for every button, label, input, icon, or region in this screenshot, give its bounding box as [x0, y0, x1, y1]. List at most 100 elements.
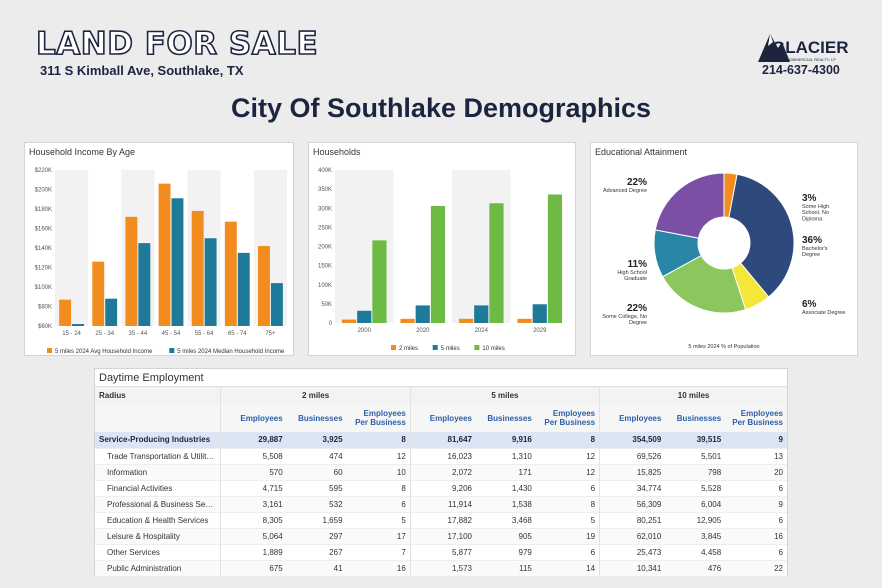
cell-value: 267	[286, 543, 347, 560]
cell-value: 675	[220, 559, 287, 576]
table-row: Education & Health Services 8,305 1,659 5 17…	[95, 511, 787, 528]
pie-category-label: Degree	[629, 320, 647, 326]
income-bar	[204, 238, 217, 326]
cell-value: 17,100	[409, 527, 476, 544]
income-bar	[158, 183, 171, 326]
households-chart: 0 50K 100K 150K 200K 250K 300K 350K 400K 2000 2020…	[318, 168, 563, 352]
cell-value: 3,845	[665, 527, 726, 544]
cell-value: 1,659	[286, 511, 347, 528]
y-tick-label: 150K	[318, 264, 332, 270]
cell-value: 570	[220, 463, 287, 480]
y-tick-label: $80K	[38, 305, 52, 311]
y-tick-label: 100K	[318, 283, 332, 289]
cell-value: 16,023	[409, 447, 476, 464]
households-bar	[341, 319, 357, 323]
households-bar	[357, 310, 372, 323]
svg-text:COMMERCIAL REALTY, LP: COMMERCIAL REALTY, LP	[786, 57, 836, 62]
income-bar	[191, 210, 204, 326]
cell-value: 979	[476, 543, 536, 560]
cell-value: 13	[725, 447, 787, 464]
cell-value: 6	[725, 543, 787, 560]
cell-value: 12	[535, 463, 600, 480]
cell-value: 5,508	[220, 447, 287, 464]
row-label: Education & Health Services	[95, 511, 221, 528]
cell-value: 22	[725, 559, 787, 576]
pie-percent-label: 22%	[627, 303, 647, 314]
row-label: Service-Producing Industries	[95, 432, 221, 448]
cell-value: 60	[286, 463, 347, 480]
cell-value: 8	[535, 495, 600, 512]
cell-value: 10	[346, 463, 411, 480]
households-chart-title: Households	[313, 147, 361, 157]
cell-value: 69,526	[599, 447, 666, 464]
radius-10-miles: 10 miles	[599, 387, 787, 404]
cell-value: 34,774	[599, 479, 666, 496]
cell-value: 7	[346, 543, 411, 560]
pie-percent-label: 3%	[802, 193, 817, 204]
cell-value: 8	[535, 432, 600, 448]
cell-value: 1,889	[220, 543, 287, 560]
pie-percent-label: 22%	[627, 177, 647, 188]
total-row: Service-Producing Industries 29,887 3,925…	[95, 432, 787, 448]
x-tick-label: 2020	[416, 328, 430, 334]
income-bar	[92, 261, 105, 326]
column-header: Employees Per Business	[346, 404, 411, 432]
cell-value: 3,468	[476, 511, 536, 528]
legend-label: 10 miles	[482, 346, 504, 352]
households-bar	[415, 305, 430, 323]
cell-value: 1,310	[476, 447, 536, 464]
cell-value: 12	[535, 447, 600, 464]
x-tick-label: 55 - 64	[195, 331, 214, 337]
y-tick-label: $140K	[35, 246, 52, 252]
cell-value: 5,528	[665, 479, 726, 496]
legend-label: 5 miles 2024 Median Household Income	[177, 349, 285, 355]
cell-value: 6,004	[665, 495, 726, 512]
cell-value: 16	[725, 527, 787, 544]
cell-value: 1,573	[409, 559, 476, 576]
households-bar	[489, 203, 504, 323]
income-bar	[171, 198, 184, 326]
column-header: Employees	[599, 404, 666, 432]
x-tick-label: 2000	[358, 328, 372, 334]
income-chart: $60K $80K $100K $120K $140K $160K $180K $200K $2…	[35, 168, 287, 355]
legend-swatch	[432, 345, 438, 350]
cell-value: 5,501	[665, 447, 726, 464]
cell-value: 39,515	[665, 432, 726, 448]
cell-value: 1,538	[476, 495, 536, 512]
y-tick-label: $180K	[35, 207, 52, 213]
table-row: Trade Transportation & Utilit… 5,508 474 12…	[95, 447, 787, 464]
households-bar	[532, 304, 547, 323]
table-row: Other Services 1,889 267 7 5,877 979 6 25,473 4,…	[95, 543, 787, 560]
cell-value: 5,877	[409, 543, 476, 560]
households-chart-panel: Households 0 50K 100K 150K 200K 250K 300K 350K 4…	[308, 142, 576, 356]
x-tick-label: 75+	[265, 331, 276, 337]
radius-2-miles: 2 miles	[220, 387, 411, 404]
cell-value: 6	[535, 479, 600, 496]
x-tick-label: 45 - 54	[162, 331, 181, 337]
row-label: Trade Transportation & Utilit…	[95, 447, 221, 464]
pie-slice	[728, 173, 795, 298]
pie-category-label: Associate Degree	[802, 310, 845, 316]
row-label: Public Administration	[95, 559, 221, 576]
cell-value: 1,430	[476, 479, 536, 496]
row-label: Professional & Business Se…	[95, 495, 221, 512]
cell-value: 3,161	[220, 495, 287, 512]
cell-value: 15,825	[599, 463, 666, 480]
column-header: Businesses	[665, 404, 726, 432]
cell-value: 11,914	[409, 495, 476, 512]
cell-value: 62,010	[599, 527, 666, 544]
y-tick-label: $100K	[35, 285, 52, 291]
pie-category-label: Advanced Degree	[603, 188, 647, 194]
phone-number: 214-637-4300	[762, 63, 840, 77]
y-tick-label: 400K	[318, 168, 332, 174]
pie-category-label: Graduate	[624, 276, 647, 282]
pie-category-label: Degree	[802, 252, 820, 258]
cell-value: 476	[665, 559, 726, 576]
y-tick-label: $60K	[38, 324, 52, 330]
cell-value: 6	[346, 495, 411, 512]
households-bar	[372, 240, 387, 323]
education-chart-title: Educational Attainment	[595, 147, 688, 157]
legend-swatch	[169, 348, 175, 353]
education-chart-panel: Educational Attainment 3% Some High School…	[590, 142, 858, 356]
income-bar	[105, 298, 118, 326]
